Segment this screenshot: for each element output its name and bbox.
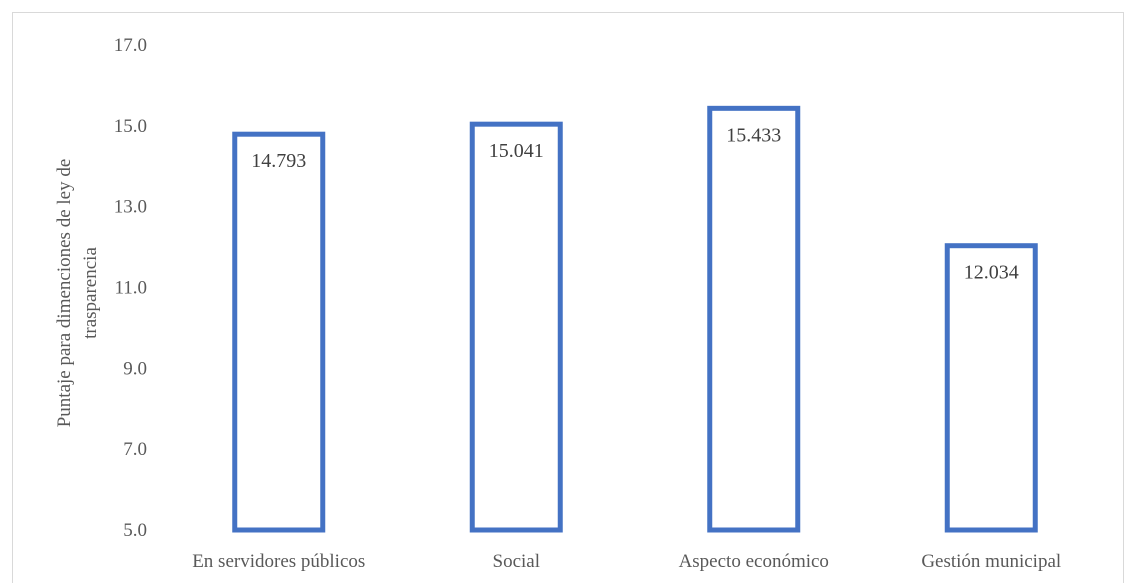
bars: 14.793 15.041 15.433 12.034 — [232, 105, 1038, 533]
bar-value-label: 15.041 — [489, 140, 544, 162]
x-tick-label: Aspecto económico — [679, 551, 829, 572]
y-tick-label: 9.0 — [123, 358, 147, 379]
chart-frame — [12, 12, 1124, 583]
y-tick-label: 15.0 — [114, 116, 147, 137]
y-axis-title: Puntaje para dimenciones de ley de trasp… — [54, 159, 101, 428]
y-axis-title-line-1: Puntaje para dimenciones de ley de — [54, 159, 75, 428]
x-tick-labels: En servidores públicos Social Aspecto econ… — [192, 551, 1061, 572]
bar — [469, 121, 563, 533]
bar — [944, 243, 1038, 533]
bar-value-label: 15.433 — [726, 124, 781, 146]
bar-value-label: 12.034 — [964, 262, 1019, 284]
y-axis-title-line-2: trasparencia — [80, 247, 101, 339]
y-tick-label: 7.0 — [123, 439, 147, 460]
y-tick-label: 11.0 — [114, 278, 147, 299]
x-tick-label: En servidores públicos — [192, 551, 365, 572]
bar-value-label: 14.793 — [251, 150, 306, 172]
x-tick-label: Social — [493, 551, 541, 572]
x-tick-label: Gestión municipal — [921, 551, 1061, 572]
y-tick-label: 13.0 — [114, 197, 147, 218]
y-tick-label: 5.0 — [123, 520, 147, 541]
y-tick-labels: 5.0 7.0 9.0 11.0 13.0 15.0 17.0 — [114, 35, 147, 541]
bar — [232, 131, 326, 533]
bar — [707, 105, 801, 533]
y-tick-label: 17.0 — [114, 35, 147, 56]
